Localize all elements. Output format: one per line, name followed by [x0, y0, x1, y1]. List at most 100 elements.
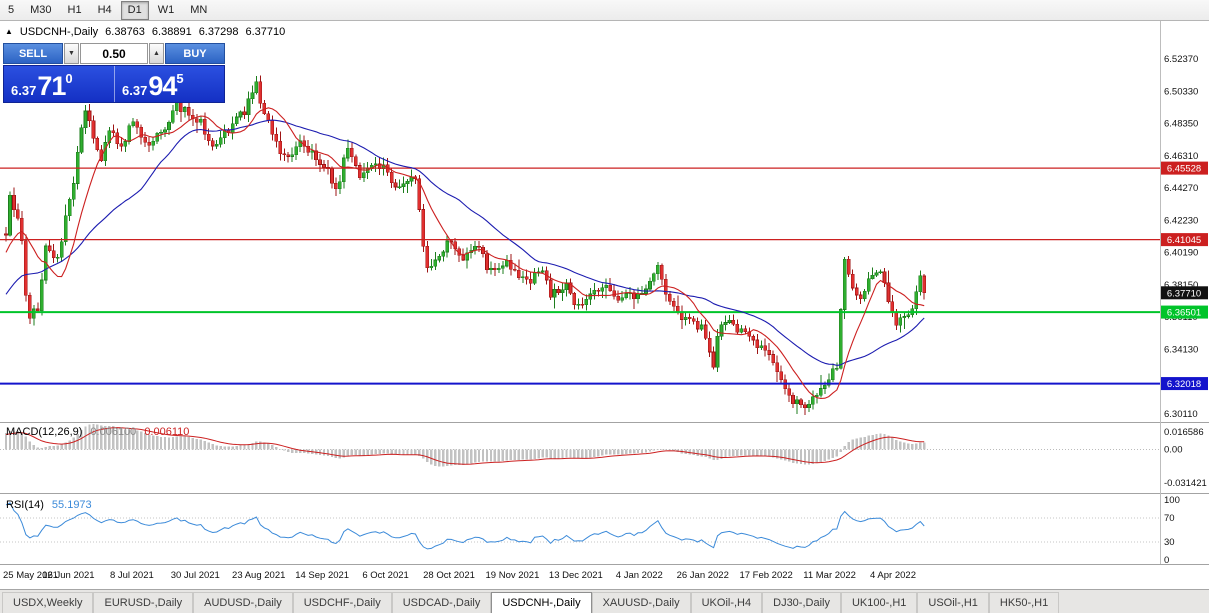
price-tag-6.41045: 6.41045: [1161, 233, 1208, 247]
bottom-tab-bar: USDX,Weekly EURUSD-,Daily AUDUSD-,Daily USD…: [0, 589, 1209, 613]
ohlc-high: 6.38891: [151, 25, 192, 38]
chart-tab-audusd-daily[interactable]: AUDUSD-,Daily: [193, 592, 293, 613]
svg-text:6.50330: 6.50330: [1164, 86, 1198, 97]
volume-decrease-icon[interactable]: ▼: [64, 43, 79, 64]
svg-text:6.48350: 6.48350: [1164, 119, 1198, 130]
sell-price-sup: 0: [65, 71, 73, 86]
chart-canvas[interactable]: 6.52370 6.50330 6.48350 6.46310 6.44270 6.422…: [0, 21, 1209, 589]
sell-button[interactable]: SELL: [3, 43, 63, 64]
svg-text:4 Jan 2022: 4 Jan 2022: [616, 570, 663, 581]
chart-window: 6.52370 6.50330 6.48350 6.46310 6.44270 6.422…: [0, 21, 1209, 589]
svg-text:100: 100: [1164, 495, 1180, 506]
svg-text:8 Jul 2021: 8 Jul 2021: [110, 570, 154, 581]
svg-text:28 Oct 2021: 28 Oct 2021: [423, 570, 475, 581]
one-click-trading-panel: SELL ▼ ▲ BUY 6.37 71 0 6.37 94 5: [3, 43, 225, 103]
buy-price-base: 6.37: [122, 83, 148, 98]
svg-text:6.37710: 6.37710: [1167, 288, 1201, 299]
ohlc-open: 6.38763: [105, 25, 145, 38]
chart-tab-xauusd-daily[interactable]: XAUUSD-,Daily: [591, 592, 691, 613]
macd-signal-line: [5, 427, 925, 465]
ma-fast-line: [5, 107, 925, 400]
volume-increase-icon[interactable]: ▲: [149, 43, 164, 64]
timeframe-button-m30[interactable]: M30: [23, 1, 58, 20]
svg-text:6.40190: 6.40190: [1164, 248, 1198, 259]
svg-text:0.00: 0.00: [1164, 445, 1183, 456]
buy-price[interactable]: 6.37 94 5: [114, 66, 224, 102]
rsi-indicator-label: RSI(14) 55.1973: [6, 499, 92, 511]
volume-input[interactable]: [80, 43, 148, 64]
svg-text:30 Jul 2021: 30 Jul 2021: [171, 570, 220, 581]
svg-text:-0.031421: -0.031421: [1164, 478, 1207, 489]
timeframe-button-h4[interactable]: H4: [91, 1, 119, 20]
timeframe-button-w1[interactable]: W1: [151, 1, 182, 20]
price-tag-6.32018: 6.32018: [1161, 377, 1208, 391]
ohlc-close: 6.37710: [245, 25, 286, 38]
svg-text:6.41045: 6.41045: [1167, 235, 1201, 246]
svg-text:6 Oct 2021: 6 Oct 2021: [362, 570, 408, 581]
svg-text:6.30110: 6.30110: [1164, 409, 1198, 420]
svg-text:6.34130: 6.34130: [1164, 344, 1198, 355]
svg-text:6.45528: 6.45528: [1167, 164, 1201, 175]
ma-slow-line: [5, 119, 925, 366]
macd-indicator-label: MACD(12,26,9) 0.006100 0.006110: [6, 426, 189, 438]
timeframe-button-5[interactable]: 5: [1, 1, 21, 20]
symbol-name: USDCNH-,Daily: [19, 25, 99, 38]
buy-price-big: 94: [148, 71, 177, 101]
rsi-name: RSI(14): [6, 499, 44, 511]
chart-tab-usoil-h1[interactable]: USOil-,H1: [917, 592, 989, 613]
macd-name: MACD(12,26,9): [6, 426, 83, 438]
buy-button[interactable]: BUY: [165, 43, 225, 64]
svg-text:4 Apr 2022: 4 Apr 2022: [870, 570, 916, 581]
sell-price[interactable]: 6.37 71 0: [4, 66, 114, 102]
svg-text:6.42230: 6.42230: [1164, 215, 1198, 226]
chart-tab-dj30-daily[interactable]: DJ30-,Daily: [762, 592, 841, 613]
svg-text:6.38150: 6.38150: [1164, 280, 1198, 291]
price-axis-labels: 6.52370 6.50330 6.48350 6.46310 6.44270 6.422…: [1164, 54, 1198, 420]
sell-price-big: 71: [37, 71, 66, 101]
chart-tab-usdcnh-daily[interactable]: USDCNH-,Daily: [491, 592, 592, 613]
candles-layer: [4, 75, 927, 416]
chart-tab-usdchf-daily[interactable]: USDCHF-,Daily: [292, 592, 392, 613]
svg-text:13 Dec 2021: 13 Dec 2021: [549, 570, 603, 581]
rsi-value: 55.1973: [51, 499, 92, 511]
price-tag-6.45528: 6.45528: [1161, 161, 1208, 175]
svg-text:23 Aug 2021: 23 Aug 2021: [232, 570, 285, 581]
timeframe-button-h1[interactable]: H1: [61, 1, 89, 20]
macd-main-value: 0.006100: [90, 426, 137, 438]
chart-tab-usdx-weekly[interactable]: USDX,Weekly: [2, 592, 94, 613]
svg-text:26 Jan 2022: 26 Jan 2022: [677, 570, 729, 581]
svg-text:16 Jun 2021: 16 Jun 2021: [42, 570, 94, 581]
timeframe-button-d1[interactable]: D1: [120, 0, 149, 20]
buy-price-sup: 5: [176, 71, 184, 86]
price-tag-6.37710: 6.37710: [1161, 286, 1208, 300]
svg-text:25 May 2021: 25 May 2021: [3, 570, 58, 581]
price-tag-6.36501: 6.36501: [1161, 305, 1208, 319]
rsi-line: [5, 502, 925, 550]
sell-price-base: 6.37: [11, 83, 37, 98]
svg-text:6.32018: 6.32018: [1167, 379, 1201, 390]
chart-tab-hk50-h1[interactable]: HK50-,H1: [988, 592, 1060, 613]
chart-symbol-info: ▲ USDCNH-,Daily 6.38763 6.38891 6.37298 …: [5, 25, 285, 38]
macd-signal-value: 0.006110: [144, 426, 190, 438]
svg-text:11 Mar 2022: 11 Mar 2022: [803, 570, 856, 581]
svg-text:14 Sep 2021: 14 Sep 2021: [295, 570, 349, 581]
svg-text:17 Feb 2022: 17 Feb 2022: [739, 570, 792, 581]
svg-text:30: 30: [1164, 537, 1175, 548]
chart-tab-ukoil-h4[interactable]: UKOil-,H4: [690, 592, 763, 613]
chart-tab-uk100-h1[interactable]: UK100-,H1: [840, 592, 918, 613]
svg-text:70: 70: [1164, 513, 1175, 524]
svg-text:0: 0: [1164, 555, 1169, 566]
timeframe-toolbar: 5 M30 H1 H4 D1 W1 MN: [0, 0, 1209, 21]
svg-text:19 Nov 2021: 19 Nov 2021: [486, 570, 540, 581]
macd-axis-labels: 0.016586 0.00 -0.031421: [1164, 427, 1207, 489]
chart-tab-eurusd-daily[interactable]: EURUSD-,Daily: [93, 592, 194, 613]
collapse-panel-icon[interactable]: ▲: [5, 26, 13, 36]
svg-text:6.52370: 6.52370: [1164, 54, 1198, 65]
rsi-axis-labels: 100 70 30 0: [1164, 495, 1180, 566]
svg-text:6.44270: 6.44270: [1164, 183, 1198, 194]
ohlc-low: 6.37298: [198, 25, 239, 38]
timeframe-button-mn[interactable]: MN: [183, 1, 214, 20]
chart-tab-usdcad-daily[interactable]: USDCAD-,Daily: [391, 592, 492, 613]
